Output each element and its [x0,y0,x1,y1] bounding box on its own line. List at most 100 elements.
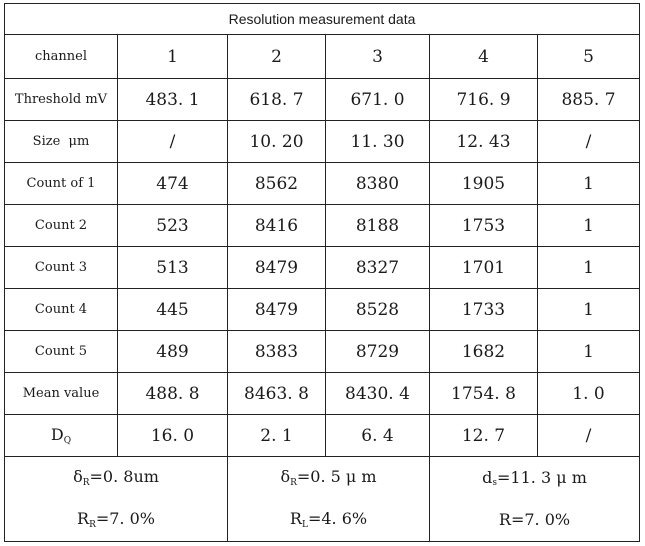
dq-label-sub: Q [63,436,72,446]
table-row-count-4: Count 4 445 8479 8528 1733 1 [4,288,640,331]
summary-symbol: δ [73,466,83,486]
row-label: Mean value [4,372,118,415]
summary-symbol: R [289,509,302,528]
channel-header-row: channel 1 2 3 4 5 [4,34,640,79]
summary-value: =4. 6% [307,509,368,528]
table-row-dq: DQ 16. 0 2. 1 6. 4 12. 7 / [4,414,640,457]
row-label: Count of 1 [4,162,118,205]
table-cell: 716. 9 [429,78,538,121]
summary-cell-2: δR=0. 5 μ m RL=4. 6% [227,456,430,542]
table-cell: 1733 [429,288,538,331]
channel-header-cell: 1 [117,34,228,79]
table-cell: 8528 [325,288,430,331]
table-row-count-3: Count 3 513 8479 8327 1701 1 [4,246,640,289]
table-cell: 483. 1 [117,78,228,121]
table-row-threshold: Threshold mV 483. 1 618. 7 671. 0 716. 9… [4,78,640,121]
summary-value: =0. 8um [89,466,159,486]
table-title: Resolution measurement data [4,3,640,35]
row-label: Count 3 [4,246,118,289]
table-cell: 8463. 8 [227,372,326,415]
table-cell: 2. 1 [227,414,326,457]
table-row-mean: Mean value 488. 8 8463. 8 8430. 4 1754. … [4,372,640,415]
table-cell: 1 [537,288,640,331]
row-label: Threshold mV [4,78,118,121]
table-row-size: Size μm / 10. 20 11. 30 12. 43 / [4,120,640,163]
summary-value: =11. 3 μ m [497,468,587,488]
table-cell: 10. 20 [227,120,326,163]
summary-value: =7. 0% [95,509,155,528]
table-cell: 1 [537,162,640,205]
table-cell: 445 [117,288,228,331]
summary-line-2: RR=7. 0% [5,509,227,531]
resolution-data-table: Resolution measurement data channel 1 2 … [4,3,640,542]
summary-line-1: ds=11. 3 μ m [430,468,639,489]
table-cell: 671. 0 [325,78,430,121]
table-cell: 8327 [325,246,430,289]
summary-line-1: δR=0. 5 μ m [228,467,429,489]
summary-subscript: R [89,520,96,530]
table-row-count-1: Count of 1 474 8562 8380 1905 1 [4,162,640,205]
row-label: DQ [4,414,118,457]
channel-header-label: channel [4,34,118,79]
table-cell: 1682 [429,330,538,373]
table-cell: 8383 [227,330,326,373]
summary-line-1: δR=0. 8um [5,467,227,489]
table-cell: 488. 8 [117,372,228,415]
summary-subscript: L [301,520,308,530]
summary-symbol: R [77,509,90,528]
table-cell: 1 [537,204,640,247]
table-cell: 1753 [429,204,538,247]
table-cell: 523 [117,204,228,247]
summary-subscript: R [290,477,297,488]
table-cell: 8479 [227,246,326,289]
table-cell: 8479 [227,288,326,331]
summary-line-2: R=7. 0% [430,510,639,530]
table-row-count-5: Count 5 489 8383 8729 1682 1 [4,330,640,373]
table-cell: 8188 [325,204,430,247]
table-cell: 474 [117,162,228,205]
summary-value: =0. 5 μ m [296,466,377,486]
table-cell: 489 [117,330,228,373]
table-cell: 16. 0 [117,414,228,457]
table-cell: / [537,414,640,457]
table-cell: 1 [537,330,640,373]
table-cell: 12. 7 [429,414,538,457]
summary-cell-1: δR=0. 8um RR=7. 0% [4,456,228,542]
row-label: Count 2 [4,204,118,247]
table-cell: 12. 43 [429,120,538,163]
summary-subscript: R [82,477,90,488]
summary-line-2: RL=4. 6% [228,509,429,531]
channel-header-cell: 4 [429,34,538,79]
summary-value: R=7. 0% [498,509,571,529]
channel-header-cell: 5 [537,34,640,79]
table-cell: 618. 7 [227,78,326,121]
summary-symbol: δ [280,466,291,486]
row-label: Count 5 [4,330,118,373]
table-cell: / [537,120,640,163]
row-label: Count 4 [4,288,118,331]
table-cell: 11. 30 [325,120,430,163]
table-cell: 1701 [429,246,538,289]
table-cell: 8380 [325,162,430,205]
table-cell: 1754. 8 [429,372,538,415]
channel-header-cell: 3 [325,34,430,79]
summary-symbol: d [482,468,493,488]
table-cell: 1. 0 [537,372,640,415]
summary-subscript: s [492,478,497,489]
table-cell: 885. 7 [537,78,640,121]
table-cell: 8562 [227,162,326,205]
table-cell: 8430. 4 [325,372,430,415]
table-cell: 1905 [429,162,538,205]
title-row: Resolution measurement data [4,3,640,35]
table-cell: 513 [117,246,228,289]
table-cell: 6. 4 [325,414,430,457]
table-cell: 8416 [227,204,326,247]
table-cell: 1 [537,246,640,289]
row-label: Size μm [4,120,118,163]
channel-header-cell: 2 [227,34,326,79]
table-cell: 8729 [325,330,430,373]
summary-row: δR=0. 8um RR=7. 0% δR=0. 5 μ m RL=4. 6% … [4,456,640,542]
table-row-count-2: Count 2 523 8416 8188 1753 1 [4,204,640,247]
dq-label-main: D [50,425,64,444]
summary-cell-3: ds=11. 3 μ m R=7. 0% [429,456,640,542]
